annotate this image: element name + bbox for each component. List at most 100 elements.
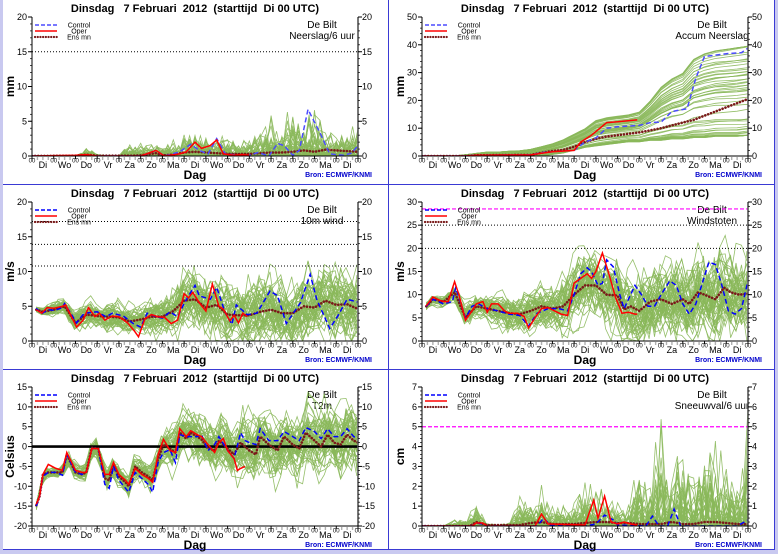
y-tick-label-left: 3 [412, 461, 417, 471]
y-tick-label-right: 0 [362, 442, 367, 452]
y-axis-label: mm [393, 76, 407, 97]
y-tick-label-left: 4 [412, 442, 417, 452]
x-day-label: Za [515, 160, 526, 170]
x-day-label: Wo [448, 160, 461, 170]
x-hour-label: 00 [94, 344, 101, 350]
chart-wind-gusts: Dinsdag 7 Februari 2012 (starttijd Di 00… [393, 188, 762, 367]
y-tick-label-left: 0 [412, 151, 417, 161]
x-hour-label: 00 [745, 529, 752, 535]
ensemble-member-line [425, 249, 748, 329]
y-tick-label-right: 10 [362, 267, 372, 277]
panel-divider-vertical [388, 0, 389, 550]
x-day-label: Zo [536, 345, 547, 355]
y-tick-label-left: 0 [412, 336, 417, 346]
y-tick-label-left: 5 [412, 422, 417, 432]
x-hour-label: 00 [137, 159, 144, 165]
y-tick-label-right: 50 [752, 12, 762, 22]
chart-title: Dinsdag 7 Februari 2012 (starttijd Di 00… [71, 188, 320, 200]
x-day-label: Vr [104, 160, 113, 170]
x-hour-label: 00 [289, 529, 296, 535]
x-day-label: Zo [688, 160, 699, 170]
y-tick-label-left: 15 [17, 382, 27, 392]
y-tick-label-right: 10 [752, 290, 762, 300]
x-hour-label: 00 [268, 529, 275, 535]
legend-label-control: Control [458, 23, 481, 30]
x-day-label: Zo [536, 530, 547, 540]
control-line [425, 258, 748, 328]
x-day-label: Za [125, 160, 136, 170]
oper-line [422, 119, 638, 156]
x-hour-label: 00 [203, 159, 210, 165]
x-day-label: Wo [600, 345, 613, 355]
x-hour-label: 00 [181, 159, 188, 165]
ensemble-member-line [36, 263, 358, 341]
y-tick-label-right: 5 [362, 301, 367, 311]
x-hour-label: 00 [679, 529, 686, 535]
y-tick-label-right: 7 [752, 382, 757, 392]
y-tick-label-right: -5 [362, 461, 370, 471]
y-tick-label-right: 6 [752, 402, 757, 412]
ensemble-member-line [422, 81, 748, 156]
x-hour-label: 00 [440, 529, 447, 535]
x-day-label: Zo [146, 160, 157, 170]
x-day-label: Zo [298, 345, 309, 355]
x-day-label: Wo [210, 345, 223, 355]
oper-line [35, 426, 246, 505]
x-hour-label: 00 [116, 159, 123, 165]
x-day-label: Di [191, 160, 200, 170]
legend-label-oper: Oper [71, 399, 87, 406]
x-day-label: Ma [167, 345, 180, 355]
x-hour-label: 00 [355, 344, 362, 350]
x-day-label: Di [191, 530, 200, 540]
source-credit: Bron: ECMWF/KNMI [695, 542, 762, 549]
y-tick-label-left: 2 [412, 481, 417, 491]
chart-accumulated-precipitation: Dinsdag 7 Februari 2012 (starttijd Di 00… [393, 3, 762, 182]
x-day-label: Do [623, 160, 635, 170]
legend-label-ens_mean: Ens mn [457, 405, 481, 412]
x-day-label: Vr [104, 345, 113, 355]
x-hour-label: 00 [72, 529, 79, 535]
x-day-label: Za [667, 345, 678, 355]
control-line [422, 507, 748, 526]
y-tick-label-left: -5 [19, 461, 27, 471]
x-hour-label: 00 [614, 159, 621, 165]
ensemble-member-line [422, 471, 748, 526]
x-hour-label: 00 [116, 344, 123, 350]
x-hour-label: 00 [355, 159, 362, 165]
x-day-label: Ma [319, 345, 332, 355]
y-tick-label-left: 50 [407, 12, 417, 22]
oper-line [35, 281, 248, 339]
x-hour-label: 00 [289, 159, 296, 165]
x-hour-label: 00 [701, 529, 708, 535]
ensemble-member-line [422, 51, 748, 156]
panel-temperature-2m: Dinsdag 7 Februari 2012 (starttijd Di 00… [0, 370, 388, 552]
y-tick-label-right: 0 [752, 521, 757, 531]
legend-label-ens_mean: Ens mn [457, 220, 481, 227]
variable-name: 10m wind [301, 216, 344, 227]
legend-label-ens_mean: Ens mn [67, 405, 91, 412]
chart-title: Dinsdag 7 Februari 2012 (starttijd Di 00… [461, 3, 710, 15]
x-hour-label: 00 [116, 529, 123, 535]
x-hour-label: 00 [723, 529, 730, 535]
x-hour-label: 00 [94, 529, 101, 535]
x-hour-label: 00 [181, 344, 188, 350]
x-hour-label: 00 [268, 159, 275, 165]
variable-name: Neerslag/6 uur [289, 31, 355, 42]
x-hour-label: 00 [679, 159, 686, 165]
x-hour-label: 00 [462, 529, 469, 535]
x-hour-label: 00 [527, 159, 534, 165]
y-tick-label-right: 0 [752, 151, 757, 161]
y-tick-label-left: 20 [17, 12, 27, 22]
x-day-label: Di [581, 530, 590, 540]
x-hour-label: 00 [593, 344, 600, 350]
ensemble-members [425, 234, 748, 341]
x-day-label: Ma [557, 345, 570, 355]
x-day-label: Di [39, 530, 48, 540]
panel-divider-row2 [3, 369, 775, 370]
y-tick-label-right: 2 [752, 481, 757, 491]
y-tick-label-left: 20 [407, 95, 417, 105]
y-tick-label-right: -10 [362, 481, 375, 491]
ensemble-member-line [422, 465, 748, 526]
y-tick-label-right: 10 [362, 402, 372, 412]
variable-name: T2m [312, 401, 332, 412]
